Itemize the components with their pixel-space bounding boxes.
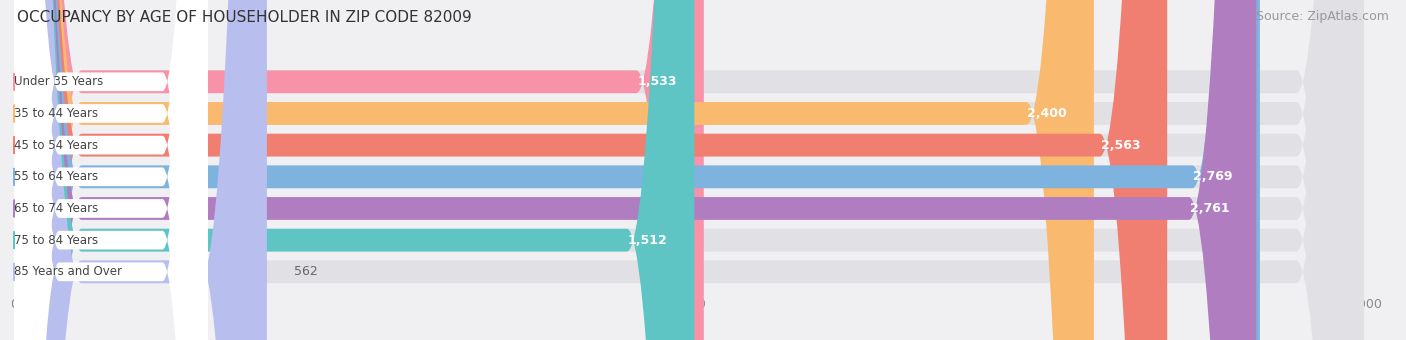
FancyBboxPatch shape [14, 0, 208, 340]
FancyBboxPatch shape [14, 0, 1364, 340]
FancyBboxPatch shape [14, 0, 1364, 340]
FancyBboxPatch shape [14, 0, 1364, 340]
FancyBboxPatch shape [14, 0, 1364, 340]
FancyBboxPatch shape [14, 0, 704, 340]
FancyBboxPatch shape [14, 0, 695, 340]
FancyBboxPatch shape [14, 0, 208, 340]
FancyBboxPatch shape [14, 0, 1364, 340]
Text: 2,761: 2,761 [1189, 202, 1229, 215]
Text: 2,400: 2,400 [1028, 107, 1067, 120]
Text: 35 to 44 Years: 35 to 44 Years [14, 107, 98, 120]
Text: 65 to 74 Years: 65 to 74 Years [14, 202, 98, 215]
Text: 55 to 64 Years: 55 to 64 Years [14, 170, 98, 183]
FancyBboxPatch shape [14, 0, 1167, 340]
FancyBboxPatch shape [14, 0, 208, 340]
FancyBboxPatch shape [14, 0, 267, 340]
Text: 45 to 54 Years: 45 to 54 Years [14, 139, 98, 152]
FancyBboxPatch shape [14, 0, 208, 340]
FancyBboxPatch shape [14, 0, 208, 340]
FancyBboxPatch shape [14, 0, 1364, 340]
Text: 75 to 84 Years: 75 to 84 Years [14, 234, 98, 246]
FancyBboxPatch shape [14, 0, 1094, 340]
Text: 85 Years and Over: 85 Years and Over [14, 265, 122, 278]
Text: 562: 562 [294, 265, 318, 278]
Text: 2,769: 2,769 [1194, 170, 1233, 183]
FancyBboxPatch shape [14, 0, 1364, 340]
Text: OCCUPANCY BY AGE OF HOUSEHOLDER IN ZIP CODE 82009: OCCUPANCY BY AGE OF HOUSEHOLDER IN ZIP C… [17, 10, 471, 25]
Text: Under 35 Years: Under 35 Years [14, 75, 104, 88]
Text: 2,563: 2,563 [1101, 139, 1140, 152]
Text: 1,533: 1,533 [637, 75, 676, 88]
FancyBboxPatch shape [14, 0, 208, 340]
FancyBboxPatch shape [14, 0, 208, 340]
FancyBboxPatch shape [14, 0, 1257, 340]
Text: 1,512: 1,512 [627, 234, 668, 246]
Text: Source: ZipAtlas.com: Source: ZipAtlas.com [1256, 10, 1389, 23]
FancyBboxPatch shape [14, 0, 1260, 340]
